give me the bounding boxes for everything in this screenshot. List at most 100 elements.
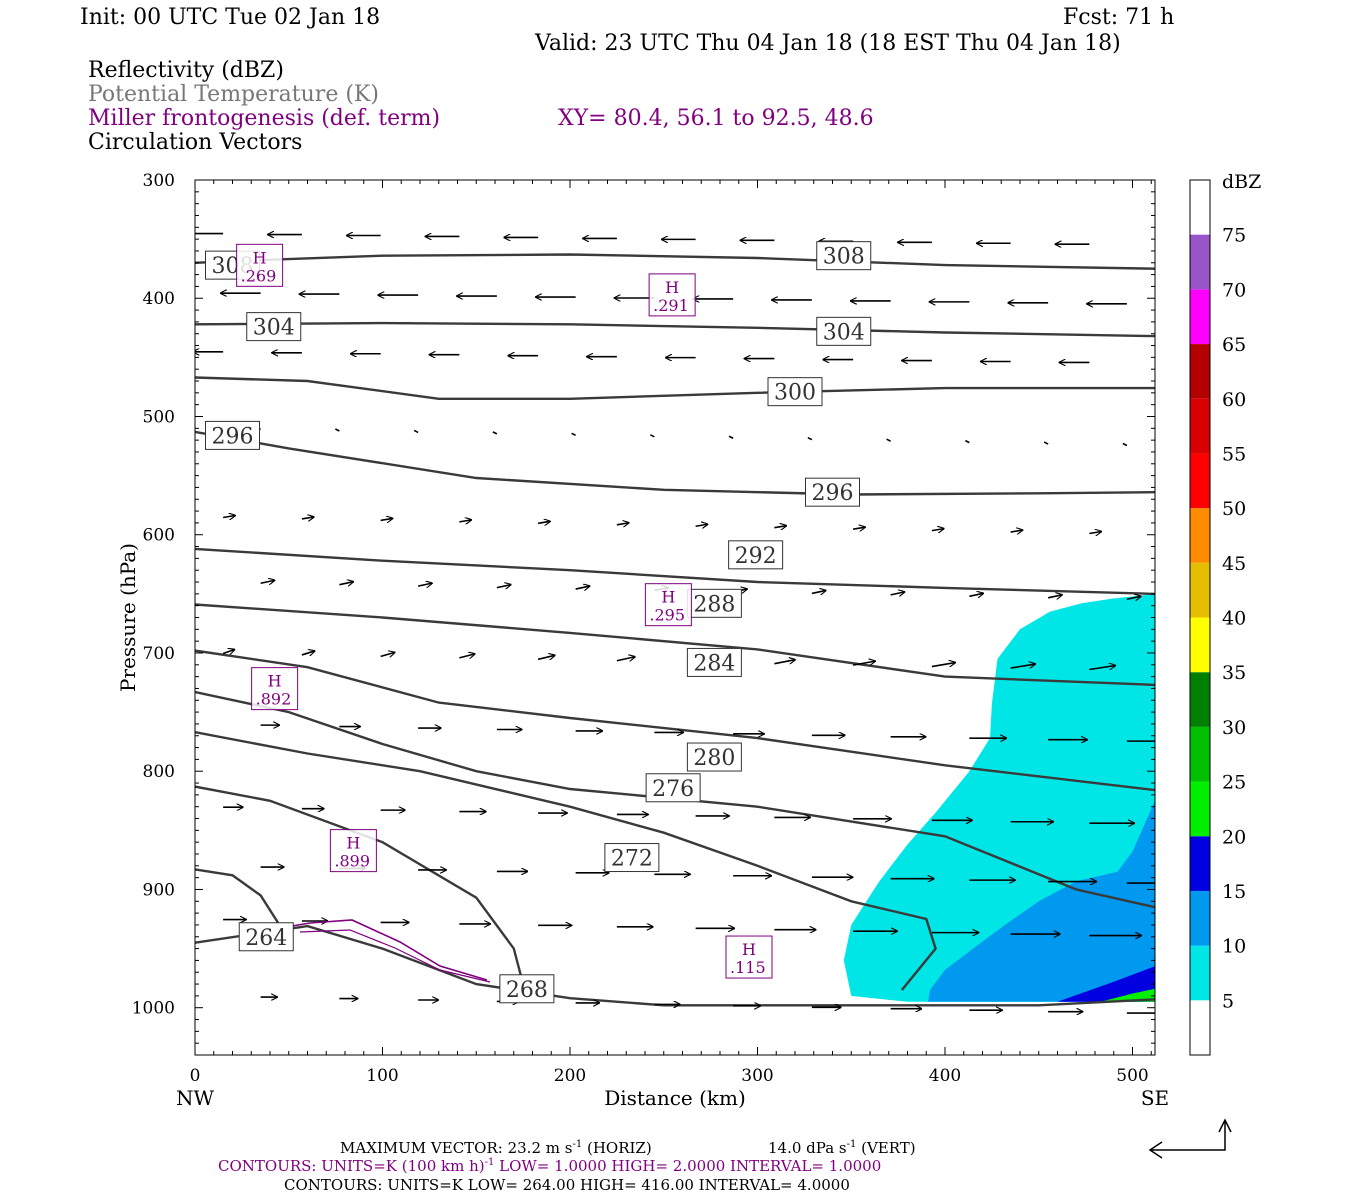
contour-label-304: 304 <box>823 320 865 345</box>
reflectivity-fill-layer <box>843 593 1155 1002</box>
x-axis-label: Distance (km) <box>604 1086 746 1110</box>
circulation-vector <box>1047 595 1062 598</box>
contour-label-272: 272 <box>611 847 653 872</box>
contour-label-box <box>805 477 860 507</box>
contour-label-box <box>767 377 823 407</box>
figure-footer: MAXIMUM VECTOR: 23.2 m s-1 (HORIZ) 14.0 … <box>218 1118 1232 1194</box>
reflectivity-area-20 <box>1100 988 1155 1002</box>
circulation-vector <box>335 428 340 432</box>
frontogenesis-high-value: .295 <box>649 606 685 625</box>
colorbar-tick-label: 40 <box>1222 608 1246 630</box>
x-tick-label: 400 <box>929 1066 961 1086</box>
frontogenesis-contour <box>299 929 491 983</box>
circulation-vector <box>774 526 786 528</box>
colorbar-tick-label: 75 <box>1222 225 1246 247</box>
frontogenesis-high-label: H <box>253 248 267 267</box>
colorbar-swatch <box>1190 508 1210 563</box>
colorbar-tick-label: 15 <box>1222 881 1246 903</box>
colorbar-swatch <box>1190 836 1210 891</box>
circulation-vector <box>616 657 635 662</box>
theta-contour-272 <box>195 785 525 985</box>
circulation-vector <box>380 652 395 656</box>
y-tick-label: 800 <box>143 762 175 782</box>
theta-contour-304 <box>195 321 1155 338</box>
circulation-vector <box>728 435 734 439</box>
circulation-vector <box>807 436 813 441</box>
frontogenesis-high-value: .269 <box>241 266 277 285</box>
field-label-frontogenesis: Miller frontogenesis (def. term) <box>88 106 440 131</box>
contour-label-box <box>604 843 660 873</box>
colorbar-swatch <box>1190 289 1210 345</box>
circulation-vector <box>969 593 983 596</box>
colorbar-tick-label: 30 <box>1222 717 1246 739</box>
x-end-label-nw: NW <box>176 1086 215 1110</box>
contour-label-292: 292 <box>735 544 777 569</box>
field-label-theta: Potential Temperature (K) <box>88 82 379 107</box>
contour-label-box <box>686 742 742 772</box>
circulation-vector <box>1010 530 1023 532</box>
colorbar-tick-label: 65 <box>1222 334 1246 356</box>
colorbar-swatch <box>1190 344 1210 399</box>
theta-contour-308 <box>195 253 1155 270</box>
frontogenesis-high-value: .115 <box>730 958 766 977</box>
colorbar-swatch <box>1190 890 1210 946</box>
frontogenesis-high-value: .892 <box>256 690 292 709</box>
circulation-vector <box>1122 442 1128 447</box>
frontogenesis-high-label: H <box>665 278 679 297</box>
contour-label-box <box>686 647 742 677</box>
contour-label-284: 284 <box>693 651 735 676</box>
contour-label-300: 300 <box>774 381 816 406</box>
circulation-vector <box>931 663 955 668</box>
colorbar-tick-label: 25 <box>1222 772 1246 794</box>
field-label-vectors: Circulation Vectors <box>88 130 302 155</box>
colorbar-tick-label: 20 <box>1222 826 1246 848</box>
colorbar-swatch <box>1190 453 1210 509</box>
frontogenesis-contour <box>261 919 488 981</box>
frontogenesis-high-label: H <box>661 588 675 607</box>
colorbar-tick-label: 50 <box>1222 498 1246 520</box>
circulation-vector <box>459 520 471 522</box>
circulation-vector <box>222 516 235 518</box>
colorbar-tick-label: 55 <box>1222 443 1246 465</box>
circulation-vector <box>650 434 655 438</box>
circulation-vector <box>575 586 590 589</box>
theta-contour-300 <box>195 376 1155 400</box>
contour-label-box <box>238 922 294 952</box>
frontogenesis-high-label: H <box>346 834 360 853</box>
init-time: Init: 00 UTC Tue 02 Jan 18 <box>80 5 380 30</box>
field-label-reflectivity: Reflectivity (dBZ) <box>88 58 284 83</box>
theta-contour-296 <box>195 430 1155 496</box>
frontogenesis-high-box <box>236 243 284 287</box>
theta-contour-264 <box>195 868 281 926</box>
contour-label-box <box>686 588 742 618</box>
frontogenesis-high-box <box>329 829 377 873</box>
contour-label-296: 296 <box>212 424 254 449</box>
colorbar-unit: dBZ <box>1222 171 1261 193</box>
circulation-vector <box>459 654 474 658</box>
colorbar-tick-label: 70 <box>1222 279 1246 301</box>
circulation-vector <box>852 661 875 666</box>
circulation-vector <box>931 529 944 531</box>
colorbar-border <box>1189 179 1211 1056</box>
x-tick-label: 500 <box>1116 1066 1148 1086</box>
theta-contour-284 <box>195 649 1155 792</box>
contours-frontogenesis-text: CONTOURS: UNITS=K (100 km h)-1 LOW= 1.00… <box>218 1157 881 1175</box>
circulation-vector <box>886 438 891 442</box>
colorbar-tick-label: 5 <box>1222 990 1234 1012</box>
contour-label-box <box>816 241 872 271</box>
circulation-vector <box>1089 665 1115 671</box>
contour-label-308: 308 <box>823 245 865 270</box>
circulation-vector <box>1043 441 1049 445</box>
reference-vector-icon <box>1148 1118 1232 1159</box>
circulation-vector <box>695 524 708 526</box>
circulation-vector <box>965 439 970 444</box>
circulation-vector <box>1089 532 1101 534</box>
circulation-vector <box>301 517 314 519</box>
contour-label-276: 276 <box>652 777 694 802</box>
contour-label-280: 280 <box>693 746 735 771</box>
colorbar-tick-label: 35 <box>1222 662 1246 684</box>
x-tick-label: 200 <box>554 1066 586 1086</box>
